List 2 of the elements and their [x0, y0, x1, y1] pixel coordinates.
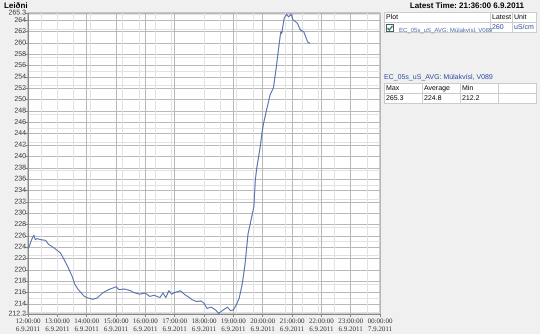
text: Latest Time: 21:36:00 6.9.2011	[410, 1, 524, 10]
y-axis-title: Leiðni	[4, 1, 28, 10]
